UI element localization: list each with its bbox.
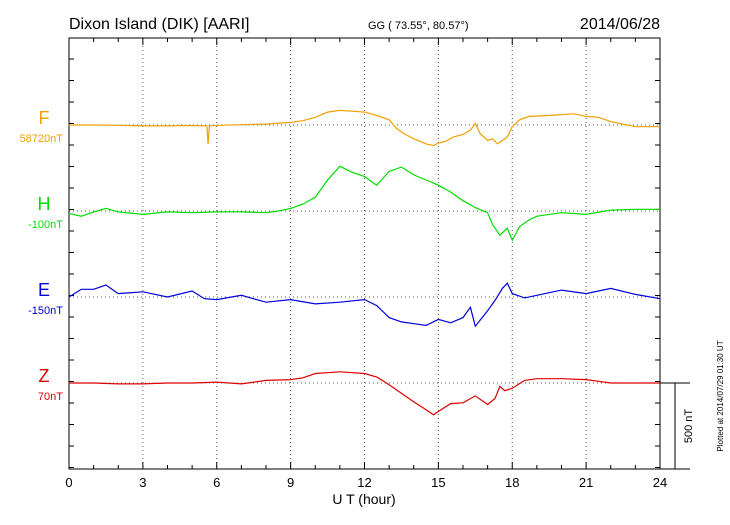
series-baseline-e: -150nT bbox=[28, 305, 63, 317]
grid-lines bbox=[69, 38, 660, 469]
station-coordinates: GG ( 73.55°, 80.57°) bbox=[368, 20, 469, 32]
x-tick-label: 3 bbox=[139, 475, 146, 490]
series-lines bbox=[68, 109, 661, 416]
x-tick-label: 21 bbox=[579, 475, 593, 490]
scale-bar-label: 500 nT bbox=[683, 409, 695, 444]
station-title: Dixon Island (DIK) [AARI] bbox=[69, 16, 250, 33]
series-baseline-h: -100nT bbox=[28, 219, 63, 231]
series-baseline-f: 58720nT bbox=[20, 133, 64, 145]
series-labels: F 58720nT H -100nT E -150nT Z 70nT bbox=[20, 108, 64, 403]
plotted-timestamp: Plotted at 2014/07/29 01:30 UT bbox=[716, 340, 725, 451]
x-tick-label: 0 bbox=[65, 475, 72, 490]
x-axis-label: U T (hour) bbox=[332, 491, 395, 507]
x-tick-label: 24 bbox=[653, 475, 667, 490]
series-line-z bbox=[69, 371, 660, 416]
series-name-z: Z bbox=[39, 366, 50, 386]
series-name-f: F bbox=[39, 108, 50, 128]
x-tick-label: 9 bbox=[287, 475, 294, 490]
chart-date: 2014/06/28 bbox=[580, 16, 660, 33]
x-tick-label: 6 bbox=[213, 475, 220, 490]
series-name-h: H bbox=[38, 194, 51, 214]
x-tick-label: 15 bbox=[431, 475, 445, 490]
axes: 0 3 6 9 12 15 18 21 24 bbox=[65, 37, 667, 490]
series-line-h bbox=[68, 165, 660, 242]
scale-bar: 500 nT bbox=[660, 382, 695, 470]
x-tick-label: 12 bbox=[357, 475, 371, 490]
series-baseline-z: 70nT bbox=[38, 391, 63, 403]
series-line-f bbox=[69, 109, 660, 147]
series-line-e bbox=[68, 282, 661, 328]
series-name-e: E bbox=[38, 280, 50, 300]
x-tick-label: 18 bbox=[505, 475, 519, 490]
